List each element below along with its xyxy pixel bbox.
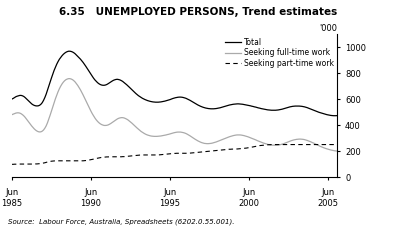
Seeking part-time work [281, 143, 286, 146]
Line: Seeking full-time work: Seeking full-time work [12, 79, 337, 151]
Text: 2000: 2000 [239, 199, 260, 208]
Seeking full-time work [324, 148, 329, 150]
Seeking part-time work [324, 143, 329, 146]
Seeking part-time work [10, 163, 14, 166]
Seeking part-time work [294, 143, 299, 146]
Seeking full-time work [335, 150, 340, 152]
Seeking full-time work [66, 77, 71, 80]
Text: '000: '000 [320, 24, 337, 33]
Seeking full-time work [294, 138, 299, 141]
Total [331, 114, 336, 117]
Seeking part-time work [172, 152, 176, 155]
Text: Source:  Labour Force, Australia, Spreadsheets (6202.0.55.001).: Source: Labour Force, Australia, Spreads… [8, 218, 235, 225]
Seeking part-time work [150, 154, 155, 156]
Text: 1995: 1995 [160, 199, 181, 208]
Text: Jun: Jun [243, 188, 256, 197]
Text: Jun: Jun [5, 188, 19, 197]
Seeking full-time work [10, 113, 14, 116]
Seeking part-time work [335, 143, 340, 146]
Line: Seeking part-time work: Seeking part-time work [12, 145, 337, 164]
Total [294, 105, 299, 107]
Total [173, 96, 178, 99]
Total [10, 98, 14, 100]
Total [152, 101, 157, 104]
Text: Jun: Jun [85, 188, 98, 197]
Text: 1985: 1985 [1, 199, 23, 208]
Text: Jun: Jun [164, 188, 177, 197]
Text: 1990: 1990 [81, 199, 102, 208]
Total [256, 106, 261, 109]
Seeking full-time work [152, 135, 157, 138]
Legend: Total, Seeking full-time work, Seeking part-time work: Total, Seeking full-time work, Seeking p… [225, 38, 333, 68]
Seeking part-time work [269, 143, 274, 146]
Total [66, 50, 71, 53]
Total [281, 107, 286, 110]
Text: Jun: Jun [322, 188, 335, 197]
Text: 6.35   UNEMPLOYED PERSONS, Trend estimates: 6.35 UNEMPLOYED PERSONS, Trend estimates [60, 7, 337, 17]
Line: Total: Total [12, 51, 337, 116]
Seeking part-time work [254, 145, 259, 148]
Seeking full-time work [256, 140, 261, 142]
Text: 2005: 2005 [318, 199, 339, 208]
Total [324, 113, 329, 116]
Total [335, 114, 340, 117]
Seeking full-time work [173, 131, 178, 134]
Seeking full-time work [281, 142, 286, 145]
